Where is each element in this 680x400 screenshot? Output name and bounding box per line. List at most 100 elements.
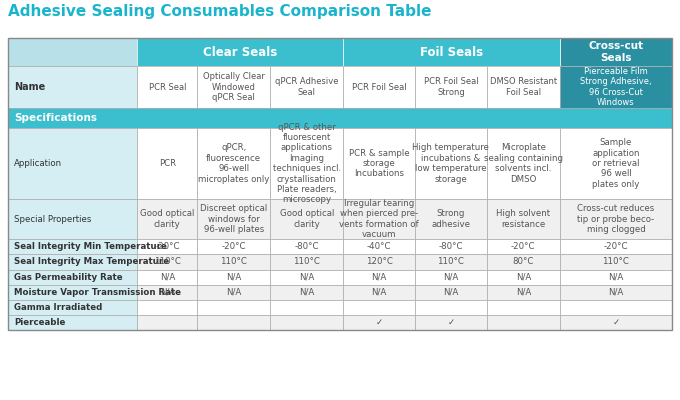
Text: PCR & sample
storage
Incubations: PCR & sample storage Incubations — [349, 149, 409, 178]
Text: Seal Integrity Max Temperature: Seal Integrity Max Temperature — [14, 258, 169, 266]
Text: N/A: N/A — [371, 288, 387, 297]
Bar — [8, 38, 672, 330]
Text: N/A: N/A — [515, 273, 531, 282]
Bar — [415, 254, 487, 270]
Bar — [197, 285, 270, 300]
Bar — [487, 270, 560, 285]
Bar — [343, 315, 415, 330]
Text: Application: Application — [14, 159, 62, 168]
Bar — [197, 254, 270, 270]
Text: -40°C: -40°C — [367, 242, 392, 251]
Bar — [487, 128, 560, 199]
Text: Good optical
clarity: Good optical clarity — [279, 210, 334, 229]
Text: Name: Name — [14, 82, 46, 92]
Text: Discreet optical
windows for
96-well plates: Discreet optical windows for 96-well pla… — [200, 204, 267, 234]
Text: qPCR & other
fluorescent
applications
Imaging
techniques incl.
crystallisation
P: qPCR & other fluorescent applications Im… — [273, 123, 341, 204]
Bar — [197, 66, 270, 108]
Bar — [270, 270, 343, 285]
Bar — [343, 128, 415, 199]
Bar — [343, 38, 560, 66]
Bar — [8, 66, 137, 108]
Text: Gas Permeability Rate: Gas Permeability Rate — [14, 273, 122, 282]
Text: Specifications: Specifications — [14, 113, 97, 123]
Text: Pierceable Film
Strong Adhesive,
96 Cross-Cut
Windows: Pierceable Film Strong Adhesive, 96 Cros… — [580, 67, 651, 107]
Bar — [343, 300, 415, 315]
Text: Seal Integrity Min Temperature: Seal Integrity Min Temperature — [14, 242, 167, 251]
Bar — [487, 199, 560, 239]
Bar — [197, 300, 270, 315]
Text: N/A: N/A — [443, 273, 458, 282]
Bar — [197, 270, 270, 285]
Text: High solvent
resistance: High solvent resistance — [496, 210, 550, 229]
Text: N/A: N/A — [226, 273, 241, 282]
Bar — [8, 254, 137, 270]
Bar — [270, 315, 343, 330]
Bar — [197, 239, 270, 254]
Text: DMSO Resistant
Foil Seal: DMSO Resistant Foil Seal — [490, 77, 557, 97]
Text: Gamma Irradiated: Gamma Irradiated — [14, 303, 102, 312]
Text: -20°C: -20°C — [511, 242, 536, 251]
Text: 80°C: 80°C — [513, 258, 534, 266]
Bar — [343, 239, 415, 254]
Bar — [343, 270, 415, 285]
Bar — [487, 66, 560, 108]
Bar — [197, 128, 270, 199]
Bar — [270, 239, 343, 254]
Bar — [137, 66, 197, 108]
Text: Optically Clear
Windowed
qPCR Seal: Optically Clear Windowed qPCR Seal — [203, 72, 265, 102]
Bar — [137, 128, 197, 199]
Text: N/A: N/A — [299, 273, 314, 282]
Text: N/A: N/A — [226, 288, 241, 297]
Text: Irregular tearing
when pierced pre-
vents formation of
vacuum: Irregular tearing when pierced pre- vent… — [339, 199, 419, 239]
Text: -20°C: -20°C — [604, 242, 628, 251]
Bar — [560, 66, 672, 108]
Bar — [343, 66, 415, 108]
Bar — [415, 128, 487, 199]
Bar — [560, 128, 672, 199]
Text: N/A: N/A — [160, 288, 175, 297]
Text: N/A: N/A — [609, 273, 624, 282]
Text: Moisture Vapor Transmission Rate: Moisture Vapor Transmission Rate — [14, 288, 181, 297]
Bar — [270, 300, 343, 315]
Text: Strong
adhesive: Strong adhesive — [431, 210, 471, 229]
Bar — [415, 315, 487, 330]
Text: N/A: N/A — [160, 273, 175, 282]
Text: N/A: N/A — [515, 288, 531, 297]
Bar — [8, 270, 137, 285]
Bar — [415, 199, 487, 239]
Bar — [137, 254, 197, 270]
Text: Pierceable: Pierceable — [14, 318, 65, 327]
Bar — [137, 38, 343, 66]
Text: Good optical
clarity: Good optical clarity — [140, 210, 194, 229]
Bar — [560, 315, 672, 330]
Bar — [270, 285, 343, 300]
Text: qPCR,
fluorescence
96-well
microplates only: qPCR, fluorescence 96-well microplates o… — [198, 144, 269, 184]
Text: PCR Foil Seal
Strong: PCR Foil Seal Strong — [424, 77, 478, 97]
Bar — [137, 300, 197, 315]
Text: Adhesive Sealing Consumables Comparison Table: Adhesive Sealing Consumables Comparison … — [8, 4, 432, 19]
Bar — [8, 199, 137, 239]
Bar — [415, 239, 487, 254]
Bar — [270, 66, 343, 108]
Text: 110°C: 110°C — [437, 258, 464, 266]
Bar — [270, 128, 343, 199]
Text: ✓: ✓ — [447, 318, 454, 327]
Bar — [560, 300, 672, 315]
Bar — [343, 285, 415, 300]
Bar — [270, 254, 343, 270]
Text: 110°C: 110°C — [293, 258, 320, 266]
Bar — [487, 315, 560, 330]
Bar — [560, 239, 672, 254]
Text: 110°C: 110°C — [154, 258, 181, 266]
Bar — [137, 199, 197, 239]
Bar — [137, 270, 197, 285]
Text: Clear Seals: Clear Seals — [203, 46, 277, 58]
Text: Sample
application
or retrieval
96 well
plates only: Sample application or retrieval 96 well … — [592, 138, 640, 189]
Bar — [8, 239, 137, 254]
Bar — [8, 285, 137, 300]
Bar — [560, 199, 672, 239]
Bar — [487, 239, 560, 254]
Bar — [270, 199, 343, 239]
Text: -20°C: -20°C — [155, 242, 180, 251]
Bar — [343, 199, 415, 239]
